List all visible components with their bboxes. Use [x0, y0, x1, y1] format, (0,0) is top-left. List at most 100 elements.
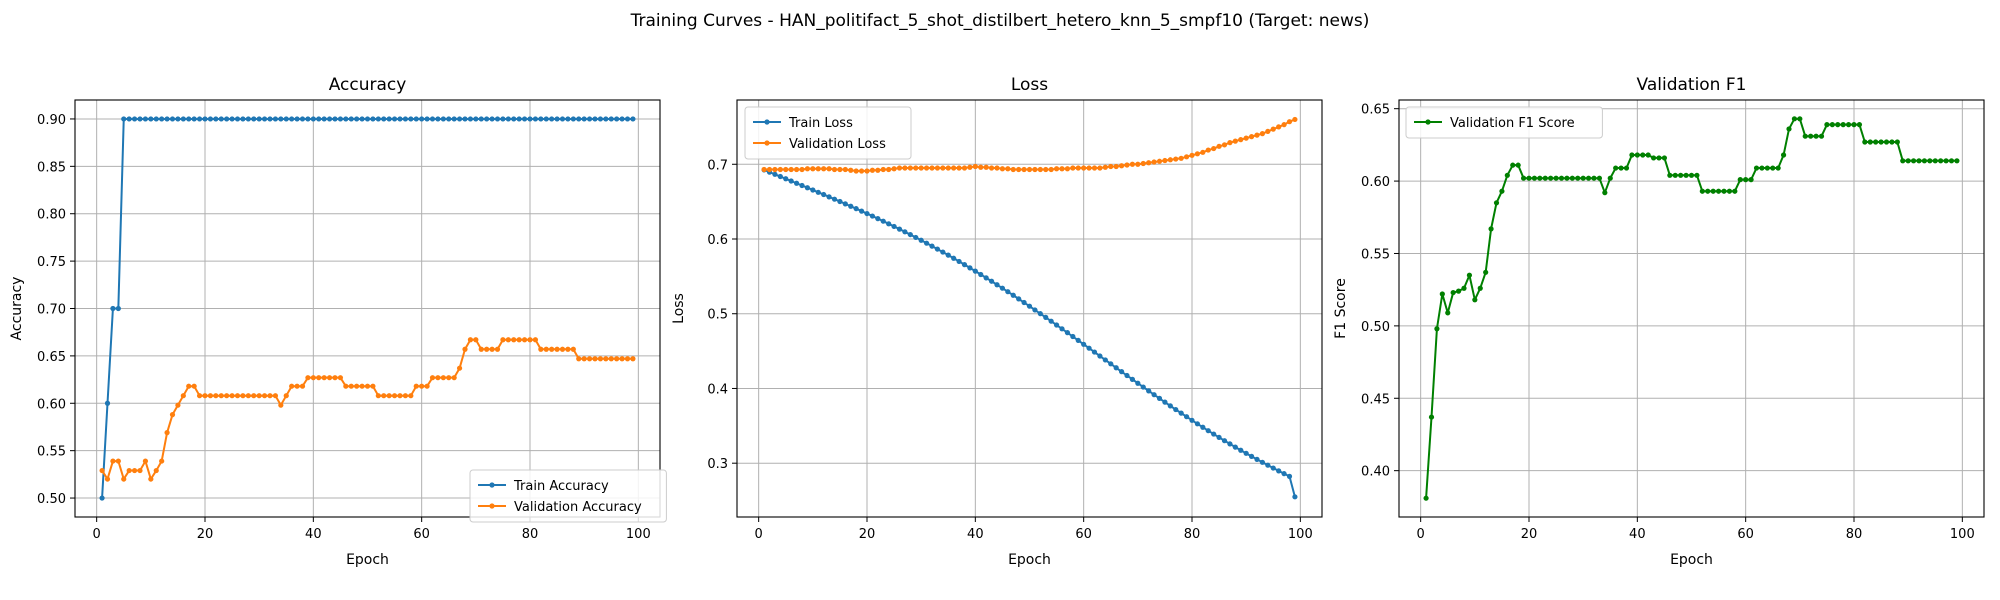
- data-point: [218, 116, 224, 122]
- data-point: [359, 116, 365, 122]
- data-point: [245, 393, 251, 399]
- data-point: [934, 165, 941, 171]
- data-point: [1650, 155, 1657, 161]
- data-point: [1016, 166, 1022, 173]
- data-point: [1026, 303, 1033, 309]
- data-point: [446, 116, 452, 122]
- data-point: [1548, 175, 1554, 181]
- data-point: [521, 337, 528, 343]
- data-point: [788, 166, 794, 173]
- data-point: [131, 116, 138, 122]
- data-point: [110, 305, 116, 312]
- data-point: [837, 166, 843, 173]
- data-point: [1753, 165, 1760, 171]
- data-point: [1151, 392, 1157, 398]
- data-point: [1726, 188, 1733, 194]
- data-point: [1037, 166, 1043, 173]
- x-tick-label: 20: [1521, 527, 1538, 542]
- data-point: [1472, 297, 1478, 303]
- data-point: [815, 166, 821, 172]
- data-point: [1064, 166, 1071, 172]
- data-point: [1086, 345, 1092, 351]
- legend-box: [744, 106, 912, 160]
- data-point: [1732, 188, 1738, 194]
- data-point: [1053, 166, 1060, 172]
- legend-swatch-marker: [764, 140, 770, 146]
- data-point: [988, 165, 995, 171]
- data-point: [1189, 152, 1195, 158]
- data-point: [923, 165, 930, 171]
- data-point: [1813, 133, 1819, 139]
- data-point: [1032, 307, 1038, 313]
- data-point: [929, 165, 935, 171]
- data-point: [1211, 145, 1217, 152]
- data-point: [110, 458, 116, 464]
- data-point: [169, 116, 176, 122]
- data-point: [207, 393, 214, 399]
- data-point: [1108, 361, 1114, 367]
- data-point: [1081, 341, 1087, 347]
- data-point: [864, 168, 870, 174]
- data-point: [951, 255, 957, 261]
- y-tick-label: 0.5: [707, 308, 728, 323]
- data-point: [1759, 165, 1765, 171]
- data-point: [1205, 147, 1211, 153]
- data-point: [164, 116, 170, 122]
- data-point: [1894, 139, 1900, 145]
- data-point: [1932, 158, 1938, 164]
- data-point: [597, 116, 604, 122]
- data-point: [810, 187, 816, 193]
- data-point: [945, 252, 951, 258]
- data-point: [153, 116, 159, 122]
- data-point: [267, 393, 273, 399]
- data-point: [429, 375, 436, 381]
- data-point: [175, 116, 181, 122]
- data-point: [1618, 165, 1624, 171]
- data-point: [321, 116, 327, 122]
- data-point: [299, 116, 306, 122]
- data-point: [1183, 414, 1190, 420]
- data-point: [848, 167, 854, 173]
- data-point: [451, 375, 457, 381]
- data-point: [1005, 166, 1011, 172]
- data-point: [381, 393, 387, 399]
- data-point: [1140, 160, 1146, 167]
- legend-swatch-marker: [489, 503, 495, 509]
- data-point: [1851, 122, 1857, 128]
- data-point: [121, 116, 127, 122]
- data-point: [630, 356, 636, 362]
- data-point: [305, 116, 311, 122]
- data-point: [994, 282, 1000, 288]
- accuracy-title: Accuracy: [329, 75, 407, 95]
- data-point: [864, 210, 870, 217]
- data-point: [1445, 310, 1451, 316]
- data-point: [1948, 158, 1955, 164]
- data-point: [234, 116, 241, 122]
- data-point: [1423, 495, 1429, 501]
- data-point: [630, 116, 636, 122]
- data-point: [516, 116, 522, 122]
- data-point: [972, 268, 978, 274]
- data-point: [581, 116, 587, 122]
- data-point: [1086, 165, 1092, 171]
- x-tick-label: 60: [1737, 527, 1754, 542]
- data-point: [913, 234, 919, 241]
- legend-label: Validation Accuracy: [514, 500, 642, 515]
- data-point: [1254, 132, 1260, 138]
- data-point: [1194, 421, 1201, 427]
- data-point: [467, 337, 474, 343]
- loss-legend: Train Loss Validation Loss: [744, 106, 912, 160]
- accuracy-legend: Train Accuracy Validation Accuracy: [469, 469, 667, 523]
- data-point: [1428, 414, 1435, 420]
- data-point: [375, 393, 381, 399]
- accuracy-chart: Accuracy 0 20 40 60 80 100 0.50 0.55 0.60 0.65 0.70…: [9, 75, 667, 568]
- data-point: [1705, 188, 1711, 194]
- data-point: [570, 116, 576, 122]
- data-point: [121, 476, 127, 482]
- data-point: [1883, 139, 1890, 145]
- data-point: [1276, 124, 1282, 130]
- data-point: [799, 166, 805, 173]
- data-point: [489, 346, 495, 352]
- data-point: [1856, 122, 1863, 128]
- data-point: [1259, 459, 1266, 465]
